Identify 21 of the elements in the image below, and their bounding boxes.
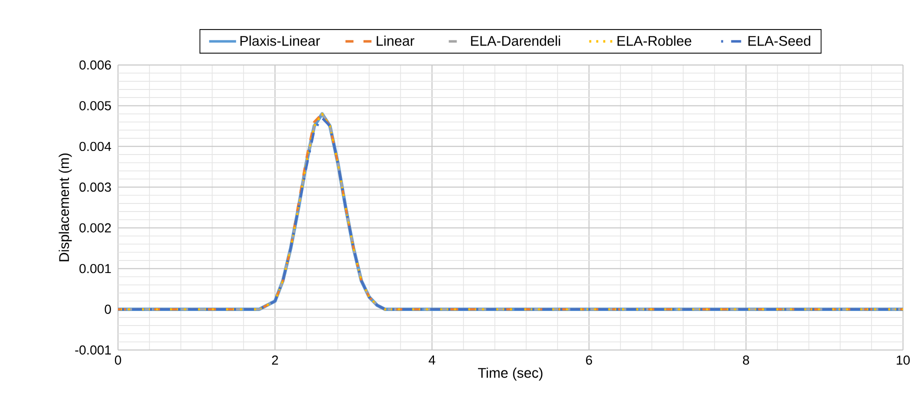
y-tick-label: 0.003 xyxy=(79,182,111,192)
x-tick-label: 6 xyxy=(586,356,592,365)
y-tick-label: 0.006 xyxy=(79,60,111,70)
x-tick-label: 10 xyxy=(896,356,910,365)
x-tick-label: 2 xyxy=(272,356,278,365)
y-tick-label: 0.002 xyxy=(79,223,111,232)
legend-label: Linear xyxy=(376,36,414,46)
legend-label: ELA-Darendeli xyxy=(471,36,560,46)
y-tick-label: -0.001 xyxy=(75,345,111,355)
y-tick-label: 0.004 xyxy=(79,142,112,152)
y-axis-title: Displacement (m) xyxy=(58,154,72,262)
x-tick-label: 0 xyxy=(114,356,122,365)
x-tick-label: 4 xyxy=(428,356,436,364)
y-tick-label: 0.001 xyxy=(79,264,111,274)
legend-label: ELA-Roblee xyxy=(618,36,692,46)
x-tick-label: 8 xyxy=(742,356,750,365)
y-tick-label: 0 xyxy=(104,304,111,314)
legend-label: ELA-Seed xyxy=(748,36,810,46)
y-tick-label: 0.005 xyxy=(79,101,111,110)
x-axis-title: Time (sec) xyxy=(478,368,542,381)
legend-label: Plaxis-Linear xyxy=(240,36,320,46)
